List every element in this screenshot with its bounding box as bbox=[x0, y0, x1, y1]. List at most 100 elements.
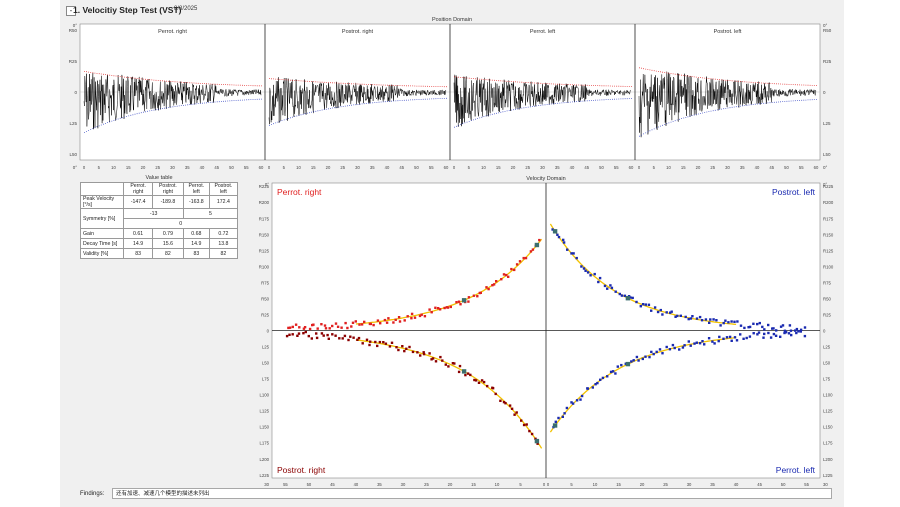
data-point bbox=[491, 284, 494, 287]
value-table-title: Value table bbox=[145, 175, 173, 181]
y-tick-label: 0 bbox=[74, 90, 77, 95]
y-tick-label: R150 bbox=[259, 232, 270, 237]
data-point bbox=[395, 346, 398, 349]
data-point bbox=[338, 337, 341, 340]
data-point bbox=[671, 343, 675, 347]
data-point bbox=[316, 327, 319, 330]
data-point bbox=[606, 287, 609, 290]
findings-label: Findings: bbox=[80, 491, 105, 497]
report-view: - 1. Velocitiy Step Test (VST) 8/8/2025 … bbox=[60, 0, 844, 507]
data-point bbox=[513, 268, 516, 272]
data-point bbox=[508, 404, 512, 407]
x-tick-label: 25 bbox=[340, 165, 345, 170]
data-point bbox=[665, 345, 668, 349]
data-point bbox=[783, 329, 787, 332]
data-point bbox=[291, 333, 294, 336]
y-tick-label: R225 bbox=[823, 184, 834, 189]
data-point bbox=[725, 336, 729, 339]
data-point bbox=[443, 306, 446, 310]
data-point bbox=[594, 383, 597, 386]
x-tick-label: 60 bbox=[259, 165, 264, 170]
data-point bbox=[307, 334, 310, 338]
x-tick-label: 35 bbox=[370, 165, 375, 170]
table-cell: 0.79 bbox=[151, 228, 184, 239]
data-point bbox=[579, 398, 582, 401]
y-tick-label: R50 bbox=[69, 28, 78, 33]
data-point bbox=[518, 260, 522, 263]
data-point bbox=[708, 321, 711, 324]
peak-marker bbox=[552, 229, 558, 234]
x-tick-label: 35 bbox=[377, 482, 382, 487]
data-point bbox=[554, 420, 557, 423]
data-point bbox=[331, 324, 334, 328]
x-tick-label: 50 bbox=[229, 165, 234, 170]
data-point bbox=[531, 248, 535, 251]
data-point bbox=[343, 334, 347, 338]
data-point bbox=[695, 317, 699, 320]
data-point bbox=[775, 329, 778, 332]
data-point bbox=[486, 384, 489, 388]
x-tick-label: 20 bbox=[448, 482, 453, 487]
data-point bbox=[401, 345, 404, 348]
data-point bbox=[570, 401, 573, 404]
data-point bbox=[733, 336, 737, 339]
data-point bbox=[717, 339, 720, 343]
row-label: Validity [%] bbox=[79, 248, 125, 259]
data-point bbox=[571, 402, 575, 405]
data-point bbox=[644, 355, 647, 358]
data-point bbox=[357, 336, 361, 340]
table-cell: 0.68 bbox=[182, 228, 210, 239]
data-point bbox=[748, 325, 752, 329]
data-point bbox=[285, 334, 289, 338]
data-point bbox=[611, 370, 615, 373]
data-point bbox=[525, 423, 528, 426]
data-point bbox=[758, 321, 761, 325]
x-tick-label: 25 bbox=[155, 165, 160, 170]
data-point bbox=[494, 392, 497, 396]
data-point bbox=[724, 319, 727, 322]
table-cell: 82 bbox=[208, 248, 239, 259]
data-point bbox=[487, 287, 490, 291]
data-point bbox=[398, 320, 402, 323]
data-point bbox=[438, 308, 442, 311]
collapse-icon[interactable]: - bbox=[66, 6, 76, 16]
y-tick-label: R150 bbox=[823, 232, 834, 237]
peak-marker bbox=[534, 242, 540, 248]
data-point bbox=[703, 343, 706, 346]
x-tick-label: 35 bbox=[555, 165, 560, 170]
data-point bbox=[767, 323, 770, 327]
data-point bbox=[752, 322, 755, 325]
data-point bbox=[551, 228, 554, 231]
data-point bbox=[707, 337, 711, 340]
data-point bbox=[473, 378, 476, 382]
data-point bbox=[467, 296, 471, 299]
data-point bbox=[756, 322, 759, 326]
table-header-cell: Postrot. left bbox=[208, 182, 239, 196]
y-tick-label: R125 bbox=[259, 248, 270, 253]
data-point bbox=[384, 342, 388, 345]
x-tick-label: 35 bbox=[185, 165, 190, 170]
data-point bbox=[632, 359, 635, 362]
data-point bbox=[288, 333, 291, 336]
data-point bbox=[616, 365, 619, 368]
x-tick-label: 40 bbox=[385, 165, 390, 170]
panel-title: Perrot. left bbox=[530, 29, 556, 35]
table-cell: 83 bbox=[182, 248, 210, 259]
data-point bbox=[790, 333, 793, 337]
data-point bbox=[659, 308, 662, 312]
y-tick-label: L25 bbox=[823, 121, 831, 126]
data-point bbox=[352, 336, 355, 339]
data-point bbox=[331, 333, 334, 336]
data-point bbox=[783, 331, 786, 335]
data-point bbox=[596, 381, 599, 385]
data-point bbox=[635, 300, 638, 304]
data-point bbox=[795, 331, 798, 335]
findings-input[interactable]: 还有加速、减速几个模型的描述未列出 bbox=[112, 488, 832, 499]
x-tick-label: 5 bbox=[653, 165, 656, 170]
data-point bbox=[413, 316, 417, 319]
data-point bbox=[347, 338, 350, 342]
data-point bbox=[382, 341, 385, 344]
data-point bbox=[803, 334, 807, 338]
x-tick-label: 10 bbox=[296, 165, 301, 170]
data-point bbox=[629, 296, 632, 299]
